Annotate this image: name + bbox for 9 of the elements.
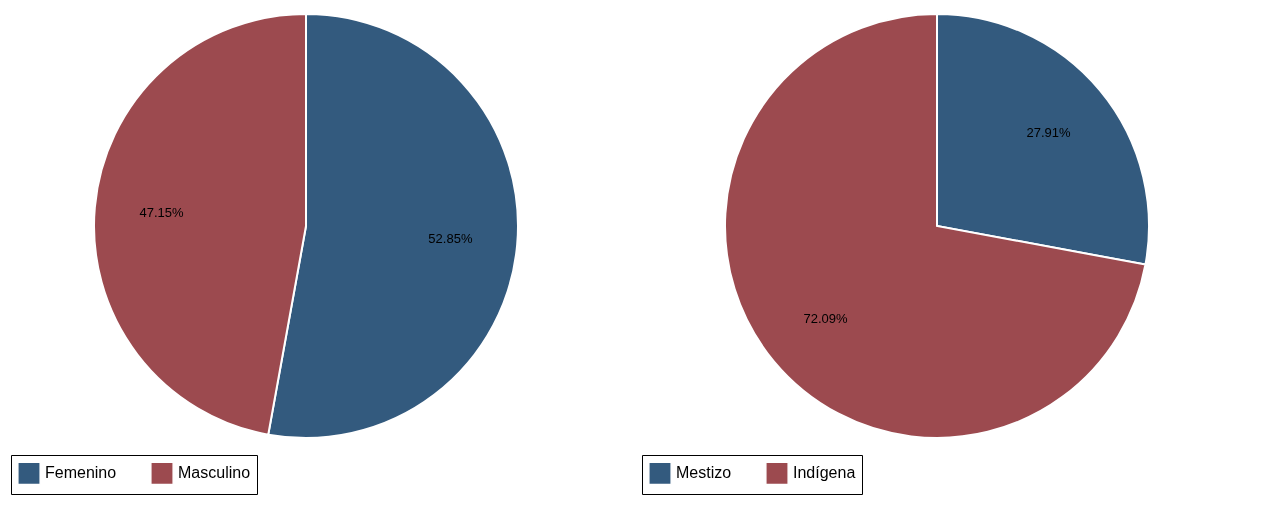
data-label: 52.85% — [428, 230, 473, 246]
data-label: 47.15% — [139, 205, 185, 221]
legend-label: Mestizo — [676, 464, 732, 482]
legend-label: Indígena — [793, 464, 856, 482]
pie-slice — [724, 13, 1147, 439]
data-label: 72.09% — [803, 310, 849, 326]
legend-label: Masculino — [178, 464, 251, 482]
data-label: 27.91% — [1026, 125, 1071, 141]
legend-label: Femenino — [45, 464, 117, 482]
